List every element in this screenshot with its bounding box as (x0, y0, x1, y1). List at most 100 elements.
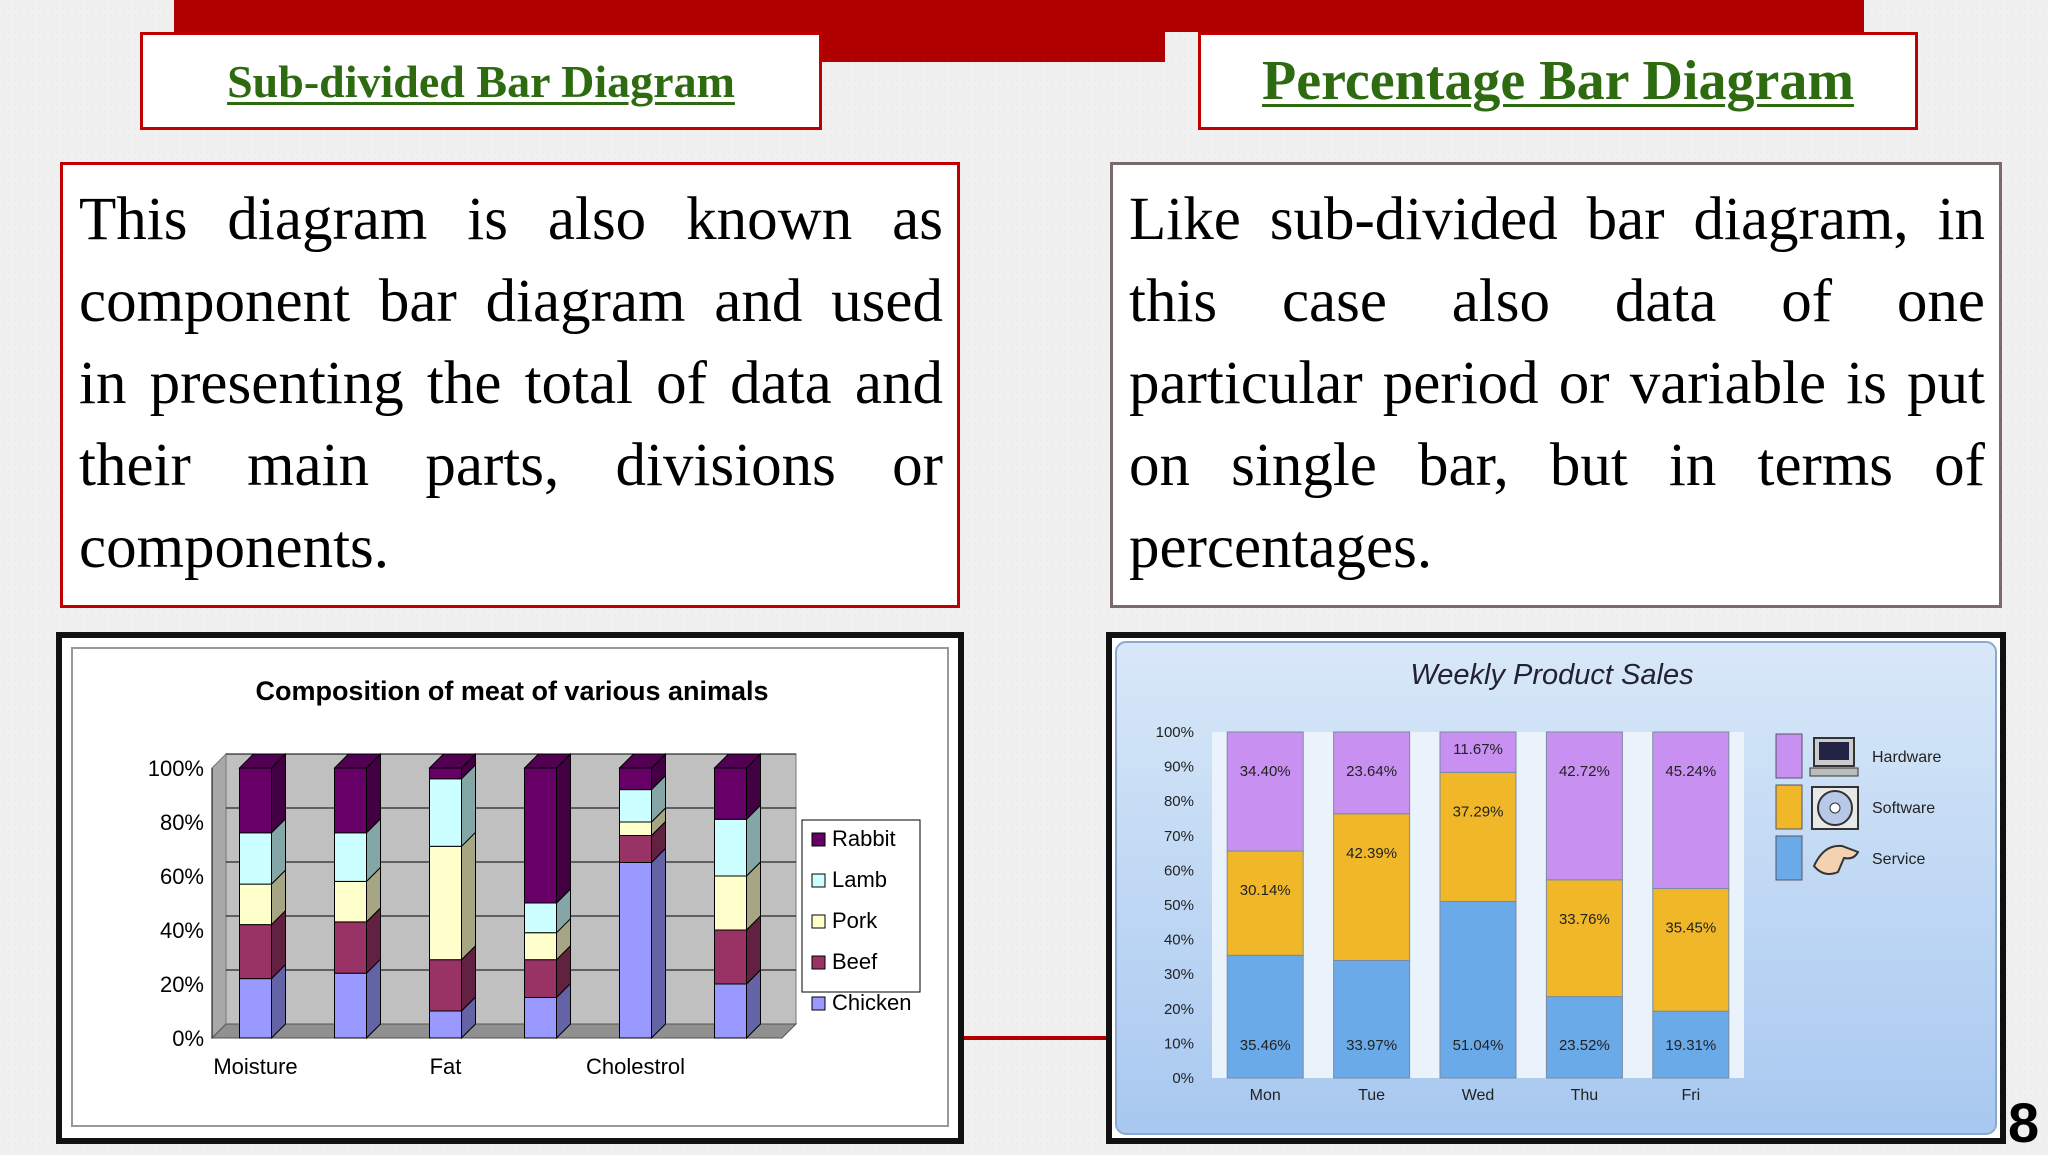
x-tick-label: Fat (430, 1054, 462, 1079)
bar-segment-beef (619, 835, 652, 863)
y-tick-label: 20% (160, 972, 204, 997)
bar-segment-chicken (239, 978, 272, 1039)
legend-label-hardware: Hardware (1872, 749, 1941, 766)
plot-floor (210, 1023, 798, 1039)
bar-side-chicken (651, 847, 666, 1040)
bar-segment-software (1545, 879, 1623, 998)
y-tick-label: 100% (148, 756, 204, 781)
bar-segment-lamb (239, 832, 272, 885)
disc-hole (1829, 802, 1841, 814)
y-tick-label: 40% (160, 918, 204, 943)
bar-segment-hardware (1439, 731, 1517, 773)
bar-segment-pork (334, 880, 367, 923)
x-tick-label: Fri (1681, 1087, 1700, 1104)
chart-title: Weekly Product Sales (1410, 659, 1693, 691)
data-label: 19.31% (1665, 1037, 1716, 1054)
bar-segment-lamb (429, 778, 462, 847)
right-description-box: Like sub-divided bar diagram, in this ca… (1110, 162, 2002, 608)
y-tick-label: 30% (1164, 966, 1194, 983)
keyboard-shape (1809, 767, 1859, 777)
bar-segment-software (1333, 813, 1411, 961)
y-tick-label: 50% (1164, 897, 1194, 914)
legend-swatch-software (1775, 784, 1803, 830)
bar-segment-rabbit (429, 767, 462, 780)
right-description: Like sub-divided bar diagram, in this ca… (1129, 186, 1985, 581)
y-tick-label: 60% (1164, 862, 1194, 879)
bar-segment-hardware (1545, 731, 1623, 881)
left-description-box: This diagram is also known as component … (60, 162, 960, 608)
bar-segment-hardware (1652, 731, 1730, 890)
data-label: 34.40% (1240, 763, 1291, 780)
bar-segment-beef (239, 924, 272, 980)
screen-shape (1819, 742, 1849, 760)
y-tick-label: 80% (1164, 793, 1194, 810)
bar-segment-service (1545, 996, 1623, 1079)
bar-segment-rabbit (239, 767, 272, 834)
legend-label-beef: Beef (832, 949, 878, 974)
right-heading-box: Percentage Bar Diagram (1198, 32, 1918, 130)
bar-segment-rabbit (334, 767, 367, 834)
chart-title: Composition of meat of various animals (255, 676, 768, 706)
y-tick-label: 20% (1164, 1001, 1194, 1018)
x-tick-label: Tue (1358, 1087, 1385, 1104)
y-tick-label: 0% (172, 1026, 204, 1051)
hand-shape (1812, 844, 1860, 875)
left-heading: Sub-divided Bar Diagram (227, 55, 735, 107)
bar-segment-lamb (714, 818, 747, 877)
data-label: 51.04% (1453, 1037, 1504, 1054)
plot-back-wall (225, 753, 797, 1025)
bar-segment-rabbit (524, 767, 557, 904)
bar-segment-service (1652, 1010, 1730, 1079)
y-tick-label: 100% (1156, 724, 1194, 741)
bar-segment-beef (714, 929, 747, 985)
legend-swatch-lamb (811, 873, 826, 888)
bar-top (618, 753, 667, 769)
computer-icon (1809, 737, 1859, 777)
data-label: 11.67% (1453, 741, 1503, 758)
hand-icon (1812, 844, 1860, 875)
bar-top (238, 753, 287, 769)
bar-segment-service (1226, 954, 1304, 1079)
y-tick-label: 90% (1164, 759, 1194, 776)
right-heading: Percentage Bar Diagram (1262, 50, 1854, 112)
y-tick-label: 10% (1164, 1035, 1194, 1052)
bar-segment-lamb (619, 789, 652, 823)
legend-label-chicken: Chicken (832, 990, 911, 1015)
bar-top (428, 753, 477, 769)
y-tick-label: 40% (1164, 932, 1194, 949)
data-label: 35.46% (1240, 1037, 1291, 1054)
bar-side-rabbit (556, 752, 571, 905)
bar-segment-rabbit (619, 767, 652, 791)
data-label: 30.14% (1240, 882, 1291, 899)
data-label: 45.24% (1665, 763, 1716, 780)
percentage-bar-chart: Weekly Product Sales 0% 10% 20% 30% 40% 50% 60… (1115, 641, 1997, 1135)
y-tick-label: 80% (160, 810, 204, 835)
bar-segment-beef (429, 959, 462, 1012)
bar-segment-lamb (334, 832, 367, 882)
slide-number: 8 (2008, 1091, 2040, 1154)
bar-segment-software (1652, 888, 1730, 1012)
data-label: 33.97% (1346, 1037, 1397, 1054)
bar-segment-hardware (1333, 731, 1411, 815)
legend-swatch-pork (811, 914, 826, 929)
legend-label-pork: Pork (832, 908, 878, 933)
top-accent-tab (820, 0, 1165, 62)
bar-segment-pork (429, 845, 462, 961)
connector-line (945, 1036, 1115, 1040)
bar-segment-chicken (619, 862, 652, 1039)
bar-segment-lamb (524, 902, 557, 934)
bar-segment-service (1439, 900, 1517, 1079)
data-label: 23.52% (1559, 1037, 1610, 1054)
bar-top (713, 753, 762, 769)
percentage-chart-frame: Weekly Product Sales 0% 10% 20% 30% 40% 50% 60… (1106, 632, 2006, 1144)
disc-icon (1811, 786, 1859, 830)
bar-segment-pork (714, 875, 747, 931)
bar-segment-rabbit (714, 767, 747, 820)
bar-segment-chicken (429, 1010, 462, 1039)
bar-segment-software (1439, 771, 1517, 902)
data-label: 42.72% (1559, 763, 1610, 780)
y-tick-label: 60% (160, 864, 204, 889)
y-tick-label: 0% (1172, 1070, 1194, 1087)
data-label: 33.76% (1559, 911, 1610, 928)
subdivided-chart-frame: Composition of meat of various animals 0… (56, 632, 964, 1144)
